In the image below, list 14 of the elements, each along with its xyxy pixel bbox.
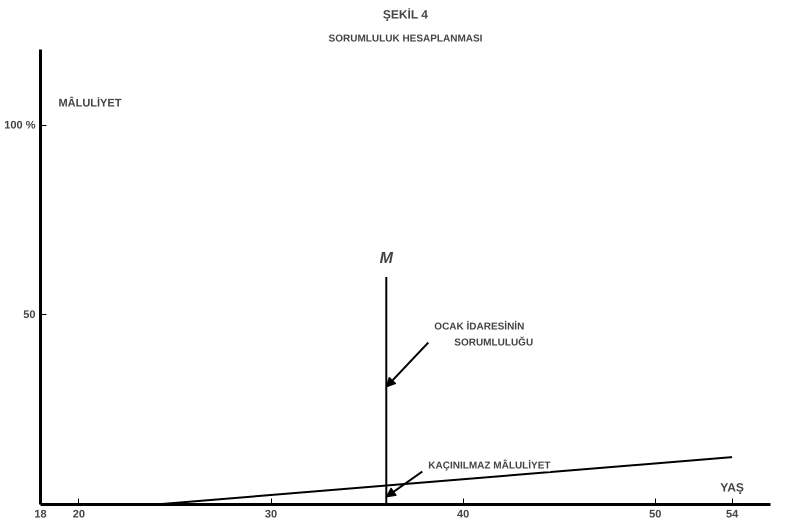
annotation: KAÇINILMAZ MÂLULİYET	[428, 460, 551, 472]
annotation: OCAK İDARESİNİN SORUMLULUĞU	[434, 320, 534, 349]
x-axis-title: YAŞ	[720, 480, 744, 494]
x-tick-label: 18	[34, 508, 47, 520]
chart-subtitle: SORUMLULUK HESAPLANMASI	[328, 34, 483, 44]
y-axis-title: MÂLULİYET	[58, 96, 122, 110]
x-tick-label: 30	[264, 508, 278, 520]
x-tick-label: 50	[649, 508, 662, 520]
x-tick-label: 40	[457, 508, 470, 520]
series-label: M	[380, 250, 394, 267]
chart-title: ŞEKİL 4	[382, 8, 428, 22]
y-tick-label: 100 %	[4, 119, 36, 132]
x-tick-label: 20	[72, 508, 86, 520]
x-tick-label: 54	[726, 508, 740, 520]
